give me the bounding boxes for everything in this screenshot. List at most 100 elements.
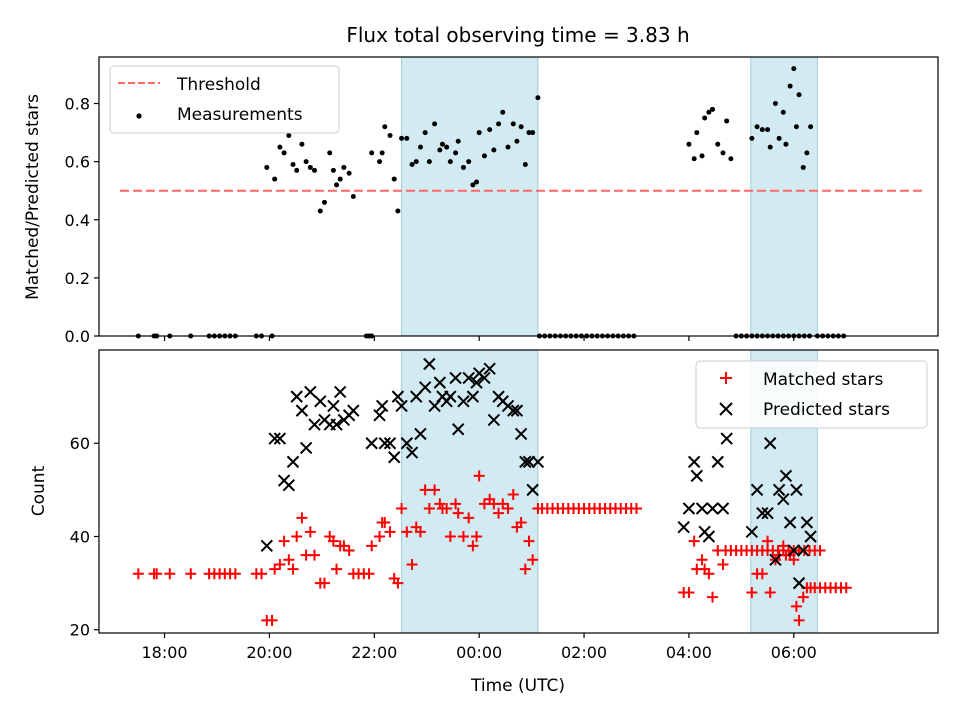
predicted-star-point [756, 506, 769, 520]
matched-star-point [185, 568, 197, 580]
matched-star-point [515, 517, 527, 529]
predicted-star-point [526, 483, 539, 497]
predicted-star-point [470, 376, 483, 389]
y-tick-label: 40 [70, 527, 90, 546]
measurement-point [710, 106, 716, 112]
measurement-point [290, 162, 296, 168]
matched-star-point [392, 577, 404, 589]
measurement-point [404, 135, 410, 141]
measurement-point [413, 159, 419, 165]
predicted-star-point [804, 530, 817, 543]
measurement-point [772, 101, 778, 106]
matched-star-point [374, 530, 386, 542]
x-tick-label: 22:00 [351, 643, 397, 662]
matched-star-point [423, 503, 435, 515]
ratio-y-label: Matched/Predicted stars [23, 94, 43, 300]
x-tick-label: 20:00 [246, 643, 292, 662]
predicted-star-point [451, 423, 465, 436]
predicted-star-point [391, 390, 405, 403]
measurement-point [767, 144, 773, 150]
matched-star-point [507, 489, 519, 501]
count-legend: Matched stars Predicted stars [695, 360, 928, 429]
predicted-star-point [510, 404, 524, 417]
measurement-point [787, 83, 793, 89]
matched-star-point [523, 535, 535, 547]
predicted-star-point [295, 404, 309, 417]
predicted-star-point [716, 502, 730, 515]
matched-star-point [756, 568, 768, 580]
matched-star-point [493, 507, 505, 519]
matched-star-point [229, 568, 241, 580]
matched-star-point [151, 568, 163, 580]
predicted-star-point [466, 390, 480, 403]
measurement-point [514, 138, 520, 144]
matched-star-point [473, 470, 485, 482]
measurement-point [699, 153, 705, 159]
measurement-point [686, 141, 692, 147]
predicted-star-point [750, 483, 764, 497]
measurement-point [281, 150, 287, 156]
matched-star-point [318, 577, 330, 589]
measurements-legend-label: Measurements [177, 105, 303, 125]
predicted-star-point [800, 516, 814, 529]
count-y-axis: 20 40 60 [70, 434, 99, 640]
measurement-point [526, 130, 532, 136]
measurement-point [535, 95, 541, 101]
predicted-star-point [797, 544, 810, 557]
measurement-point [294, 167, 300, 173]
matched-star-point [683, 586, 695, 598]
matched-star-point [278, 535, 290, 547]
predicted-star-point [783, 516, 797, 529]
count-legend-box [695, 360, 928, 429]
matched-star-point [703, 568, 715, 580]
matched-star-point [797, 591, 809, 603]
measurement-point [307, 164, 313, 170]
matched-star-point [814, 544, 826, 556]
measurement-point [510, 121, 516, 127]
predicted-star-point [457, 395, 470, 408]
matched-star-point [414, 526, 426, 538]
predicted-star-point [790, 483, 803, 497]
measurement-point [706, 109, 712, 115]
predicted-star-point [365, 437, 378, 450]
measurement-point [804, 150, 810, 156]
measurement-point [395, 208, 401, 214]
measurement-point [765, 127, 771, 133]
matched-star-point [406, 558, 418, 570]
predicted-star-point [388, 451, 401, 464]
predicted-star-point [308, 418, 321, 431]
measurement-point [796, 92, 802, 98]
measurement-point [312, 167, 318, 173]
ratio-legend-box [109, 65, 340, 134]
predicted-star-point [487, 413, 501, 427]
predicted-star-point [449, 371, 462, 385]
x-tick-label: 00:00 [456, 643, 502, 662]
predicted-star-point [400, 437, 414, 450]
predicted-star-point [373, 409, 386, 422]
matched-star-point [441, 503, 453, 515]
predicted-star-point [507, 404, 520, 417]
predicted-star-point [720, 432, 733, 445]
y-tick-label: 0.0 [65, 327, 90, 346]
predicted-star-point [423, 357, 436, 371]
predicted-star-point [314, 395, 327, 408]
matched-star-point [717, 558, 729, 570]
measurement-point [439, 141, 445, 147]
measurement-point [505, 144, 511, 150]
measurement-point [522, 162, 528, 168]
matched-star-point [762, 535, 774, 547]
predicted-star-point [428, 399, 441, 413]
measurement-point [476, 130, 482, 136]
measurement-point [272, 176, 278, 182]
measurement-point [379, 150, 385, 156]
predicted-star-point [268, 432, 281, 445]
matched-star-point [256, 568, 268, 580]
matched-star-point [401, 526, 413, 538]
predicted-star-point [761, 506, 774, 520]
predicted-star-point [695, 502, 709, 515]
measurement-point [350, 194, 356, 199]
predicted-star-point [330, 418, 343, 431]
measurement-point [432, 121, 438, 127]
measurement-point [321, 199, 327, 205]
measurement-point [759, 127, 765, 133]
